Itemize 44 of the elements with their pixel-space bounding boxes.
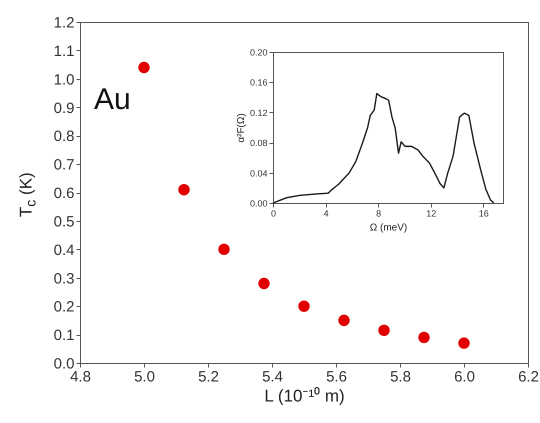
y-tick-label: 0.04 <box>250 168 268 178</box>
y-tick-label: 0.8 <box>54 128 74 146</box>
line-series <box>272 92 494 204</box>
point <box>378 324 390 336</box>
x-tick-label: 5.4 <box>262 368 283 386</box>
y-tick-label: 0.7 <box>54 156 74 174</box>
y-tick-label: 0.5 <box>54 213 74 230</box>
point <box>138 62 150 74</box>
x-tick-label: 5.0 <box>134 368 155 386</box>
x-axis-title: L (10⁻¹⁰ m) <box>264 386 345 406</box>
point <box>298 300 310 312</box>
y-tick-label: 0.16 <box>250 78 268 88</box>
y-tick-label: 1.2 <box>54 14 74 32</box>
y-tick-label: 0.00 <box>250 198 268 208</box>
point <box>418 332 430 344</box>
x-tick-label: 16 <box>478 208 489 218</box>
y-tick-label: 1.0 <box>54 71 74 88</box>
x-tick-label: 12 <box>426 208 436 218</box>
x-tick-label: 5.2 <box>198 368 219 386</box>
y-tick-label: 0.4 <box>54 242 74 259</box>
point <box>218 244 230 256</box>
x-tick-label: 6.0 <box>454 368 475 386</box>
x-tick-label: 0 <box>270 208 276 218</box>
y-tick-label: 0.2 <box>54 298 74 316</box>
y-tick-label: 0.6 <box>54 185 74 202</box>
y-tick-label: 0.20 <box>250 48 268 58</box>
point <box>258 278 270 290</box>
annotation: Au <box>94 83 131 116</box>
y-tick-label: 0.1 <box>54 327 74 344</box>
y-tick-label: 0.08 <box>250 138 268 148</box>
x-tick-label: 8 <box>376 208 382 218</box>
y-tick-label: 0.12 <box>250 108 268 118</box>
point <box>178 184 190 196</box>
x-axis-title: Ω (meV) <box>370 222 408 234</box>
x-tick-label: 5.8 <box>390 368 411 386</box>
x-tick-label: 5.6 <box>326 368 347 386</box>
y-tick-label: 0.3 <box>54 270 74 288</box>
point <box>458 337 470 349</box>
y-tick-label: 1.1 <box>54 42 74 60</box>
x-tick-label: 6.2 <box>518 368 539 386</box>
x-tick-label: 4 <box>324 208 329 218</box>
y-axis-title: α²F(Ω) <box>236 113 247 143</box>
y-tick-label: 0.9 <box>54 100 74 117</box>
point <box>338 314 350 326</box>
